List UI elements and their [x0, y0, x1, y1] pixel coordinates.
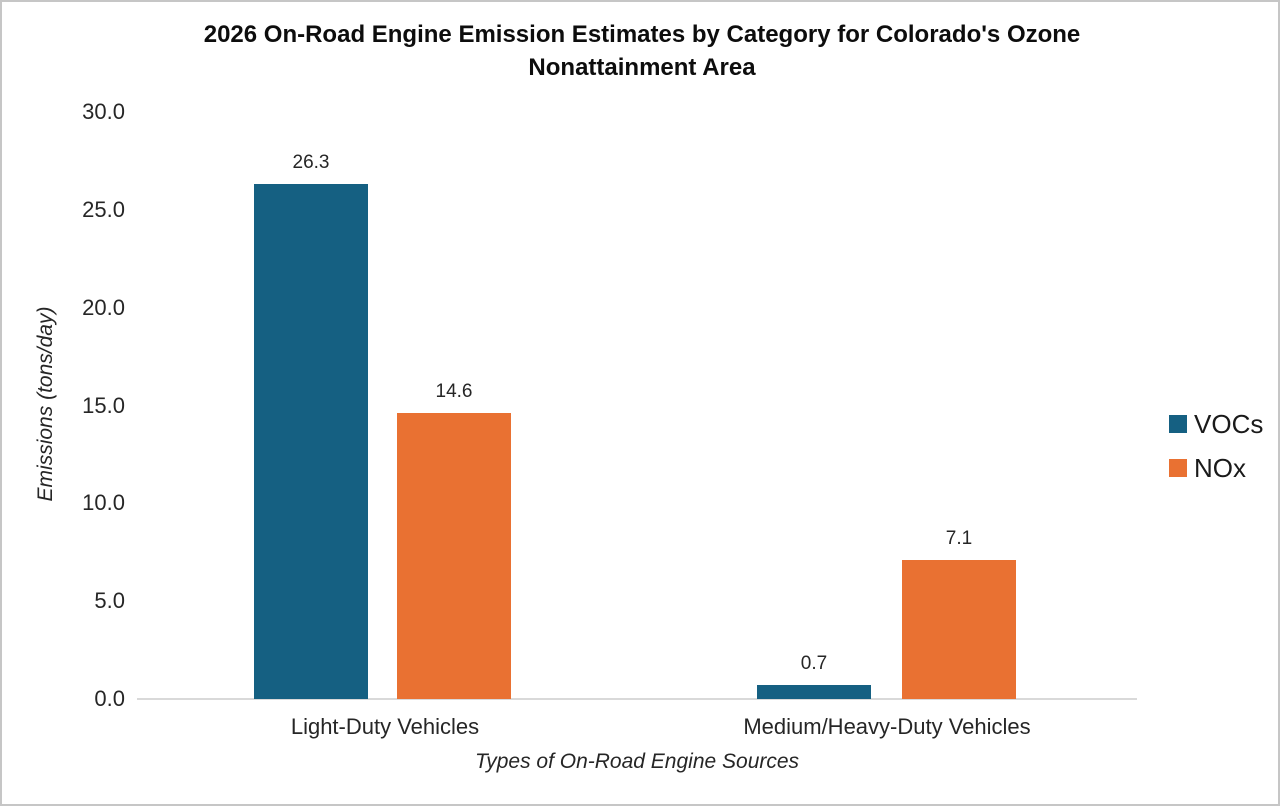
y-tick-label: 10.0	[82, 490, 125, 516]
category-label: Medium/Heavy-Duty Vehicles	[743, 714, 1031, 739]
y-tick-label: 30.0	[82, 99, 125, 124]
bar-vocs-1	[254, 184, 368, 699]
legend-label: VOCs	[1194, 408, 1264, 439]
bar-nox-1	[397, 413, 511, 699]
y-tick-label: 25.0	[82, 196, 125, 222]
x-axis-line	[137, 698, 1137, 700]
legend-label: NOx	[1194, 452, 1246, 483]
y-tick-label: 15.0	[82, 392, 125, 418]
bar-value-label: 7.1	[945, 528, 973, 550]
legend-swatch-icon	[1169, 415, 1187, 433]
legend-item-vocs: VOCs	[1169, 408, 1264, 439]
bar-value-label: 26.3	[292, 152, 330, 174]
bar-nox-2	[902, 560, 1016, 699]
legend-swatch-icon	[1169, 459, 1187, 477]
y-tick-label: 20.0	[82, 294, 125, 320]
y-tick-label: 5.0	[94, 588, 125, 614]
y-tick-label: 0.0	[94, 686, 125, 711]
bar-value-label: 14.6	[435, 381, 473, 403]
category-label: Light-Duty Vehicles	[290, 714, 480, 739]
plot-area: 26.3 14.6 0.7 7.1	[137, 112, 1137, 700]
legend-item-nox: NOx	[1169, 452, 1263, 483]
chart-title: 2026 On-Road Engine Emission Estimates b…	[203, 21, 1081, 81]
legend: VOCs NOx	[1169, 408, 1264, 498]
bar-value-label: 0.7	[800, 653, 828, 675]
bar-vocs-2	[757, 685, 871, 699]
x-axis-title: Types of On-Road Engine Sources	[474, 750, 800, 773]
